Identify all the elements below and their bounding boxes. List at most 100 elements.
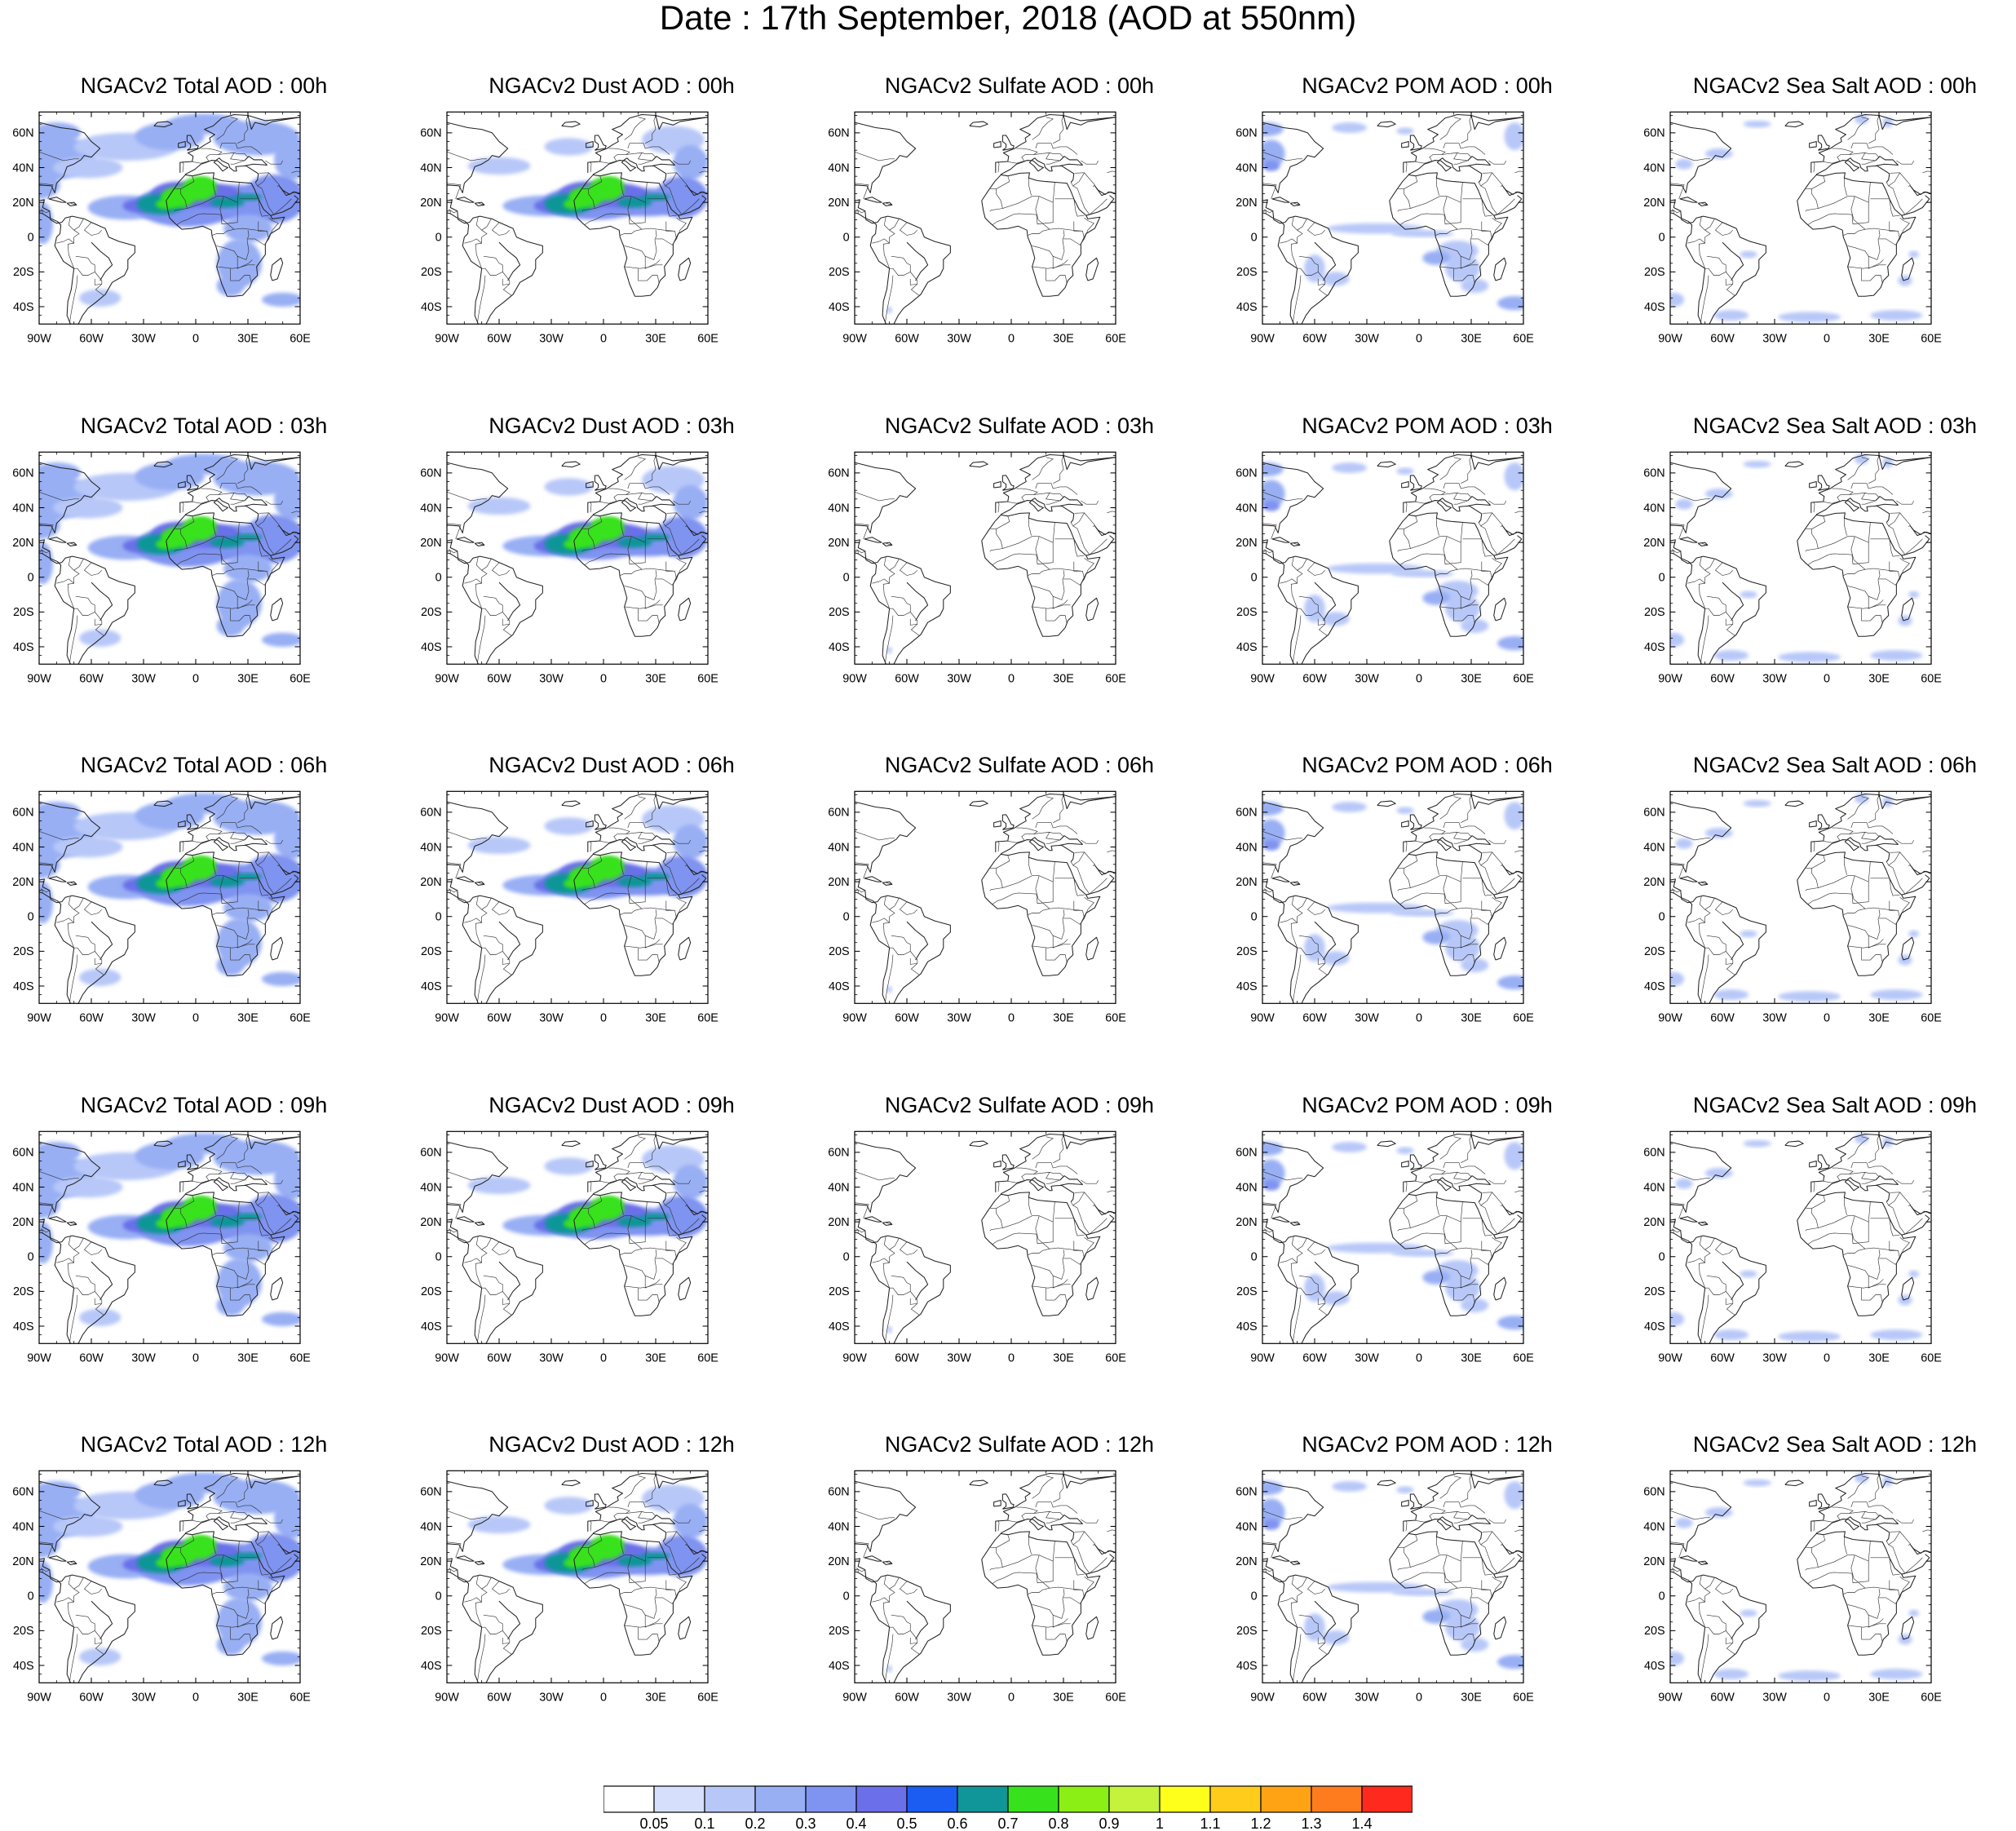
- coastline: [1722, 582, 1744, 621]
- aod-blob: [223, 555, 272, 583]
- country-border: [1081, 1179, 1099, 1184]
- country-border: [216, 796, 238, 820]
- coastline: [1797, 851, 1917, 976]
- country-border: [1032, 1136, 1054, 1160]
- colorbar-swatch: [1311, 1785, 1363, 1813]
- lon-tick-label: 60W: [79, 333, 104, 346]
- colorbar-label: 0.2: [745, 1816, 765, 1831]
- country-border: [662, 512, 678, 527]
- country-border: [1922, 1529, 1931, 1532]
- coastline: [1909, 1544, 1931, 1555]
- coastline: [39, 1141, 101, 1213]
- coastline: [864, 1216, 882, 1223]
- aod-blob: [223, 894, 272, 922]
- country-border: [180, 1195, 195, 1209]
- coastline: [1697, 1221, 1709, 1226]
- coastline: [39, 462, 101, 533]
- coastline: [247, 115, 300, 130]
- coastline: [1875, 496, 1899, 506]
- country-border: [1687, 918, 1705, 923]
- country-border: [638, 153, 652, 165]
- lon-tick-label: 60E: [1105, 1012, 1126, 1025]
- country-border: [230, 608, 252, 624]
- country-border: [1896, 1179, 1914, 1184]
- country-border: [230, 493, 245, 505]
- country-border: [478, 1222, 484, 1225]
- borders: [447, 455, 708, 665]
- map-panel-sulfate-00h: NGACv2 Sulfate AOD : 00h 90W 60W 30W 0 30E 60E…: [816, 73, 1223, 400]
- country-border: [1439, 570, 1473, 600]
- country-border: [665, 1557, 677, 1576]
- lon-tick-label: 60E: [697, 1012, 718, 1025]
- lat-tick-label: 60N: [420, 127, 441, 140]
- country-border: [1847, 457, 1869, 480]
- country-border: [291, 850, 300, 853]
- country-border: [1701, 882, 1708, 885]
- aod-blob: [79, 629, 122, 647]
- lon-tick-label: 30W: [1762, 1692, 1787, 1705]
- aod-field: [886, 1522, 1030, 1673]
- aod-blob: [1704, 828, 1733, 838]
- coastline: [1493, 1554, 1523, 1575]
- country-border: [1481, 1557, 1492, 1576]
- country-border: [1007, 827, 1038, 843]
- lat-tick-label: 40S: [13, 1660, 34, 1673]
- country-border: [624, 909, 657, 940]
- coastline: [906, 241, 929, 281]
- country-border: [464, 918, 482, 923]
- lat-tick-label: 40N: [12, 502, 33, 515]
- country-border: [448, 888, 458, 893]
- lat-tick-label: 40N: [12, 841, 33, 854]
- coastline: [655, 1134, 708, 1150]
- lon-tick-label: 0: [600, 1692, 607, 1705]
- country-border: [212, 908, 235, 915]
- coastline: [1901, 195, 1930, 216]
- lon-tick-label: 30E: [1461, 673, 1482, 686]
- panel-title: NGACv2 Total AOD : 12h: [80, 1432, 328, 1457]
- lat-tick-label: 20S: [1644, 266, 1665, 279]
- country-border: [67, 229, 80, 269]
- country-border: [1262, 1202, 1277, 1218]
- country-border: [1262, 152, 1303, 161]
- coastline: [1001, 1493, 1015, 1510]
- country-border: [886, 1222, 892, 1225]
- country-border: [1868, 455, 1880, 484]
- coastline: [594, 814, 607, 830]
- country-border: [889, 255, 911, 276]
- aod-blob: [223, 1573, 272, 1602]
- country-border: [258, 1557, 269, 1576]
- lon-tick-label: 30E: [1461, 1012, 1482, 1025]
- lat-tick-label: 20N: [12, 1555, 33, 1568]
- coastline: [1878, 455, 1931, 471]
- lat-tick-label: 40N: [1236, 841, 1257, 854]
- country-border: [638, 268, 660, 284]
- country-border: [1687, 578, 1705, 584]
- country-border: [644, 596, 661, 609]
- aod-blob: [1332, 802, 1367, 812]
- lon-tick-label: 30E: [1461, 1692, 1482, 1705]
- country-border: [1263, 1568, 1273, 1572]
- country-border: [218, 832, 249, 837]
- country-border: [996, 175, 1010, 189]
- lat-tick-label: 20N: [1236, 1555, 1257, 1568]
- country-border: [1888, 1544, 1923, 1574]
- coastline: [1467, 1175, 1491, 1186]
- aod-blob: [601, 178, 623, 189]
- country-border: [230, 832, 245, 844]
- country-border: [447, 1202, 462, 1218]
- aod-blob: [544, 1157, 594, 1175]
- country-border: [1480, 865, 1515, 895]
- coastline: [1817, 135, 1830, 151]
- coastline: [995, 453, 1116, 513]
- coastline: [178, 1500, 186, 1507]
- country-border: [1868, 1134, 1880, 1163]
- lat-tick-label: 40N: [1643, 841, 1665, 854]
- coastline: [1085, 1554, 1115, 1575]
- country-border: [1868, 1201, 1871, 1223]
- country-border: [176, 875, 238, 905]
- coastline: [1470, 115, 1523, 130]
- lon-tick-label: 30W: [1355, 673, 1379, 686]
- coastline: [587, 113, 708, 173]
- coastline: [1797, 172, 1917, 297]
